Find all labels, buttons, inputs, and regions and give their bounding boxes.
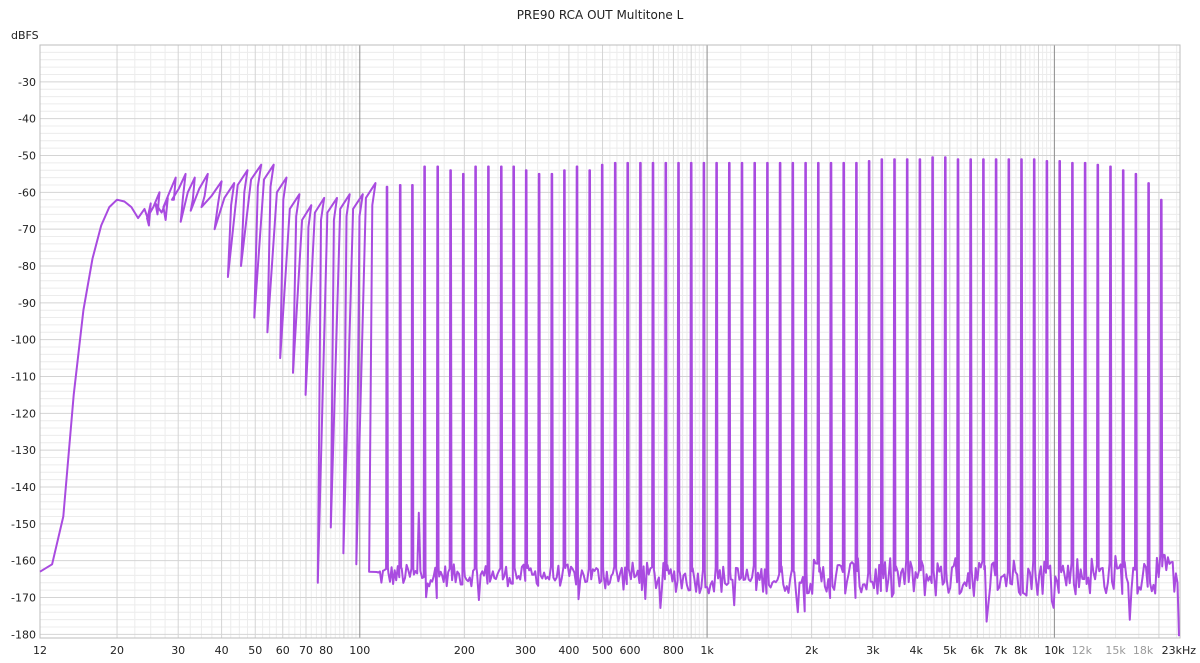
plot-frame	[39, 44, 1181, 639]
y-tick-label: -140	[11, 481, 36, 494]
x-tick-label: 50	[248, 644, 262, 657]
y-axis-unit-label: dBFS	[11, 29, 39, 42]
x-tick-label: 800	[663, 644, 684, 657]
series-line	[39, 156, 1180, 637]
y-tick-label: -150	[11, 518, 36, 531]
x-tick-label: 200	[454, 644, 475, 657]
y-tick-label: -180	[11, 628, 36, 641]
grid-major	[359, 45, 1055, 638]
x-tick-label: 12	[33, 644, 47, 657]
y-tick-label: -40	[18, 113, 36, 126]
y-tick-label: -60	[18, 186, 36, 199]
x-tick-label: 10k	[1044, 644, 1065, 657]
x-tick-label: 500	[592, 644, 613, 657]
x-tick-label: 7k	[994, 644, 1008, 657]
y-tick-label: -160	[11, 555, 36, 568]
y-tick-label: -110	[11, 370, 36, 383]
x-tick-label: 30	[171, 644, 185, 657]
y-tick-label: -170	[11, 591, 36, 604]
x-tick-label: 2k	[805, 644, 819, 657]
x-tick-label: 3k	[866, 644, 880, 657]
x-tick-label: 1k	[700, 644, 714, 657]
y-tick-label: -120	[11, 407, 36, 420]
y-tick-label: -70	[18, 223, 36, 236]
x-tick-label: 18k	[1133, 644, 1154, 657]
x-tick-label: 100	[349, 644, 370, 657]
x-tick-label: 80	[319, 644, 333, 657]
x-tick-label: 60	[276, 644, 290, 657]
y-axis-ticks: -30 -40 -50 -60 -70 -80 -90 -100 -110 -120 -130 -14…	[11, 76, 36, 641]
y-tick-label: -50	[18, 149, 36, 162]
x-tick-label: 5k	[943, 644, 957, 657]
x-tick-label: 400	[558, 644, 579, 657]
x-tick-label: 600	[620, 644, 641, 657]
x-tick-label: 8k	[1014, 644, 1028, 657]
y-tick-label: -30	[18, 76, 36, 89]
y-tick-label: -100	[11, 334, 36, 347]
chart-title: PRE90 RCA OUT Multitone L	[517, 8, 684, 22]
x-tick-label: 4k	[909, 644, 923, 657]
x-tick-label: 40	[215, 644, 229, 657]
y-tick-label: -90	[18, 297, 36, 310]
x-tick-label: 6k	[971, 644, 985, 657]
x-tick-label: 20	[110, 644, 124, 657]
x-tick-label: 300	[515, 644, 536, 657]
x-tick-label: 70	[299, 644, 313, 657]
x-tick-label: 15k	[1105, 644, 1126, 657]
y-tick-label: -130	[11, 444, 36, 457]
y-tick-label: -80	[18, 260, 36, 273]
x-tick-label: 12k	[1072, 644, 1093, 657]
x-tick-label: 23kHz	[1162, 644, 1197, 657]
x-axis-ticks: 12 20 30 40 50 60 70 80 100 200 300 400 500 600 800 1k 2…	[33, 644, 1196, 657]
